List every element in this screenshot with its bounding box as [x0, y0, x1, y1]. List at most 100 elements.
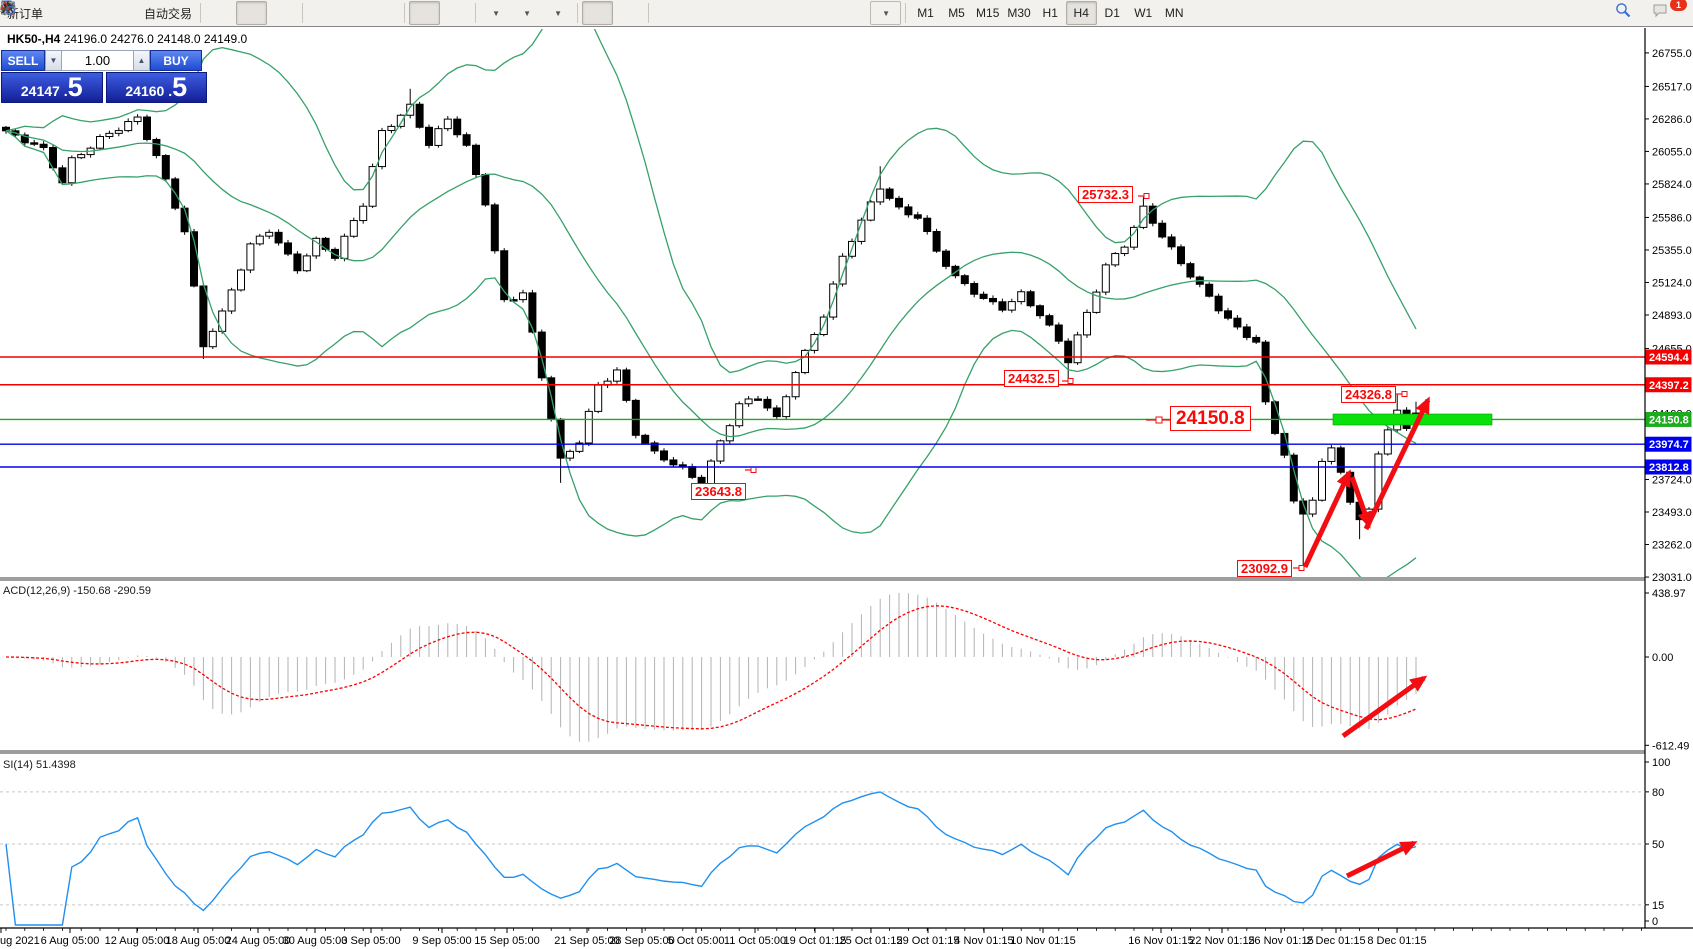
templates-button[interactable]: ▼	[1, 1, 573, 25]
zoom-in-button[interactable]	[1, 1, 338, 25]
candle-body	[866, 201, 875, 221]
bid-price-box[interactable]: 24147 .5	[1, 72, 103, 103]
chat-icon	[1653, 4, 1667, 18]
ask-price-box[interactable]: 24160 .5	[105, 72, 207, 103]
trend-arrow[interactable]	[1302, 469, 1352, 569]
trend-arrow[interactable]	[1341, 675, 1428, 739]
one-click-trading-panel: SELL ▼ ▲ BUY 24147 .5 24160 .5	[1, 50, 207, 103]
candle-body	[998, 301, 1007, 311]
text-label-button[interactable]	[1, 1, 870, 25]
candle-body	[594, 384, 603, 412]
panel-divider[interactable]	[0, 749, 1645, 755]
buy-button[interactable]: BUY	[150, 50, 202, 71]
tf-m15[interactable]: M15	[972, 1, 1003, 25]
trend-arrow[interactable]	[1345, 840, 1418, 879]
search-button[interactable]	[1614, 1, 1645, 25]
green-zone-highlight[interactable]	[1332, 413, 1493, 426]
time-tick-label: 19 Oct 01:15	[784, 935, 847, 947]
candle-body	[641, 434, 650, 444]
key-price-label[interactable]: 24150.8	[1170, 406, 1251, 431]
auto-scroll-button[interactable]	[1, 1, 441, 25]
time-tick-label: 30 Aug 05:00	[283, 935, 348, 947]
tf-mn-label: MN	[1164, 6, 1184, 20]
candle-body	[415, 103, 424, 128]
rsi-axis-label: 80	[1652, 787, 1664, 799]
price-level-badge-text: 24150.8	[1649, 414, 1689, 426]
dropdown-arrow-icon: ▼	[882, 8, 890, 18]
time-tick-label: 16 Nov 01:15	[1128, 935, 1193, 947]
fibonacci-button[interactable]	[1, 1, 808, 25]
price-callout[interactable]: 23643.8	[691, 483, 746, 500]
trend-arrow[interactable]	[1349, 476, 1372, 529]
signals-button[interactable]	[0, 1, 140, 25]
panel-divider[interactable]	[0, 576, 1645, 582]
trendline-button[interactable]	[1, 1, 746, 25]
candle-body	[725, 425, 734, 442]
candlestick-chart-button[interactable]	[1, 1, 268, 25]
time-tick-label: 2 Dec 01:15	[1306, 935, 1365, 947]
candle-body	[1374, 453, 1383, 510]
horizontal-line-button[interactable]	[1, 1, 715, 25]
price-callout[interactable]: 25732.3	[1078, 186, 1133, 203]
zoom-out-button[interactable]	[1, 1, 369, 25]
candle-body	[1054, 324, 1063, 342]
tf-w1[interactable]: W1	[1128, 1, 1159, 25]
candle-body	[143, 116, 151, 140]
ohlc-values: 24196.0 24276.0 24148.0 24149.0	[63, 32, 248, 46]
price-callout[interactable]: 23092.9	[1237, 560, 1292, 577]
volume-decrease-button[interactable]: ▼	[45, 50, 62, 71]
candle-body	[284, 242, 292, 255]
metaeditor-button[interactable]	[1, 1, 78, 25]
bar-chart-button[interactable]	[1, 1, 236, 25]
candle-body	[1111, 253, 1120, 266]
cursor-button[interactable]	[4, 1, 614, 25]
price-level-badge-text: 23974.7	[1649, 439, 1689, 451]
candle-body	[1120, 246, 1129, 255]
trend-arrow[interactable]	[1363, 396, 1431, 531]
periods-button[interactable]: ▼	[1, 1, 542, 25]
candle-body	[519, 292, 527, 301]
shapes-button[interactable]: ▼	[0, 0, 902, 25]
volume-increase-button[interactable]: ▲	[133, 50, 150, 71]
candle-body	[1073, 334, 1082, 364]
candle-body	[960, 275, 969, 285]
tf-mn[interactable]: MN	[1159, 1, 1190, 25]
candle-body	[1017, 291, 1026, 303]
macd-axis-label: 438.97	[1652, 588, 1686, 600]
candle-body	[67, 157, 76, 184]
tf-h1-label: H1	[1042, 6, 1058, 20]
price-tick-label: 26055.0	[1652, 146, 1692, 158]
channel-button[interactable]	[0, 1, 777, 25]
text-button[interactable]	[2, 0, 839, 25]
candle-body	[387, 125, 396, 132]
autotrading-button[interactable]: 自动交易	[1, 1, 196, 25]
line-chart-button[interactable]	[0, 1, 298, 25]
tf-m1[interactable]: M1	[910, 1, 941, 25]
candle-body	[434, 128, 443, 146]
candle-body	[368, 166, 377, 207]
candle-body	[396, 114, 405, 127]
crosshair-button[interactable]	[1, 1, 644, 25]
price-callout[interactable]: 24432.5	[1004, 370, 1059, 387]
sell-button[interactable]: SELL	[1, 50, 45, 71]
tf-d1[interactable]: D1	[1097, 1, 1128, 25]
tf-h4[interactable]: H4	[1065, 1, 1097, 25]
tf-m5[interactable]: M5	[941, 1, 972, 25]
tile-windows-button[interactable]	[1, 1, 400, 25]
chart-shift-button[interactable]	[1, 1, 471, 25]
candle-body	[660, 450, 668, 461]
time-tick-label: 12 Aug 05:00	[105, 935, 170, 947]
candle-body	[970, 283, 979, 295]
candle-body	[96, 136, 104, 149]
indicators-button[interactable]: ▼	[1, 0, 511, 25]
price-tick-label: 23031.0	[1652, 572, 1692, 584]
tf-m30[interactable]: M30	[1003, 1, 1034, 25]
vertical-line-button[interactable]	[7, 1, 684, 25]
price-callout[interactable]: 24326.8	[1341, 386, 1396, 403]
candle-body	[114, 130, 123, 134]
community-button[interactable]	[2, 1, 109, 25]
volume-input[interactable]	[62, 50, 133, 71]
chat-button[interactable]: 1	[1651, 0, 1687, 25]
tf-h1[interactable]: H1	[1035, 1, 1066, 25]
